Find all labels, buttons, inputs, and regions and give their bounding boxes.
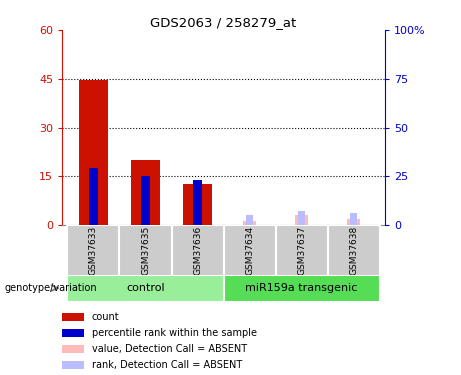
Bar	[350, 213, 357, 225]
Text: GSM37634: GSM37634	[245, 226, 254, 275]
Bar	[224, 275, 380, 302]
Bar	[89, 168, 98, 225]
Bar	[246, 215, 253, 225]
Bar	[62, 345, 84, 353]
Text: value, Detection Call = ABSENT: value, Detection Call = ABSENT	[92, 344, 247, 354]
Bar	[328, 225, 380, 276]
Bar	[62, 329, 84, 337]
Bar	[224, 225, 276, 276]
Bar	[193, 180, 202, 225]
Bar	[295, 215, 308, 225]
Bar	[347, 219, 360, 225]
Title: GDS2063 / 258279_at: GDS2063 / 258279_at	[150, 16, 297, 29]
Bar	[243, 221, 256, 225]
Bar	[67, 275, 224, 302]
Bar	[171, 225, 224, 276]
Text: genotype/variation: genotype/variation	[5, 283, 97, 293]
Text: miR159a transgenic: miR159a transgenic	[245, 284, 358, 293]
Bar	[141, 176, 150, 225]
Bar	[67, 225, 119, 276]
Text: GSM37635: GSM37635	[141, 226, 150, 275]
Text: count: count	[92, 312, 119, 322]
Bar	[183, 184, 212, 225]
Text: control: control	[126, 284, 165, 293]
Bar	[276, 225, 328, 276]
Text: GSM37637: GSM37637	[297, 226, 306, 275]
Bar	[298, 211, 305, 225]
Bar	[62, 361, 84, 369]
Bar	[131, 160, 160, 225]
Text: rank, Detection Call = ABSENT: rank, Detection Call = ABSENT	[92, 360, 242, 370]
Bar	[119, 225, 171, 276]
Text: GSM37633: GSM37633	[89, 226, 98, 275]
Bar	[62, 313, 84, 321]
Text: GSM37638: GSM37638	[349, 226, 358, 275]
Text: percentile rank within the sample: percentile rank within the sample	[92, 328, 257, 338]
Text: GSM37636: GSM37636	[193, 226, 202, 275]
Bar	[79, 80, 108, 225]
